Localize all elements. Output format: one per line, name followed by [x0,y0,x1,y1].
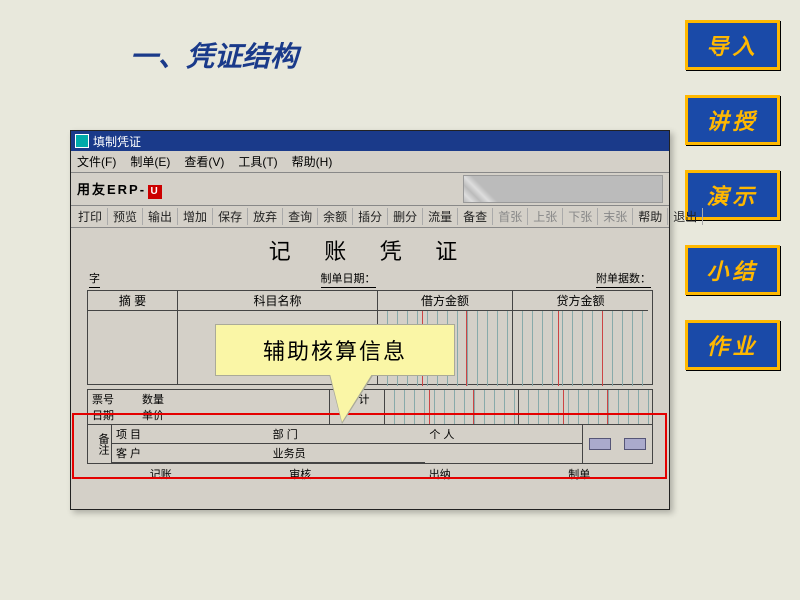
col-subject-header: 科目名称 [178,291,377,311]
sig-post: 记账 [150,466,172,482]
aux-btn2-icon[interactable] [624,438,646,450]
tb-query[interactable]: 查询 [283,208,318,225]
tb-preview[interactable]: 预览 [108,208,143,225]
tb-export[interactable]: 输出 [143,208,178,225]
aux-person-lab: 个 人 [425,425,485,444]
lab-qty: 数量 单价 [138,390,188,424]
aux-grid: 项 目 部 门 个 人 客 户 业务员 [112,425,582,463]
nav-homework-button[interactable]: 作业 [685,320,780,370]
slide-title: 一、凭证结构 [130,35,298,75]
col-summary-body[interactable] [88,311,177,386]
col-summary-header: 摘 要 [88,291,177,311]
nav-teach-button[interactable]: 讲授 [685,95,780,145]
aux-icons [582,425,652,463]
footer-row-aux: 备注 项 目 部 门 个 人 客 户 业务员 [88,425,652,463]
meta-left: 字 [89,270,100,288]
col-credit: 贷方金额 [513,291,648,384]
aux-person-val[interactable] [485,425,582,444]
lab-date-text: 日期 [92,407,134,423]
col-debit-header: 借方金额 [378,291,512,311]
aux-sales-lab: 业务员 [269,444,329,463]
callout-bubble: 辅助核算信息 [215,324,455,376]
tb-flow[interactable]: 流量 [423,208,458,225]
lab-ticket: 票号 日期 [88,390,138,424]
aux-sales-val[interactable] [329,444,426,463]
voucher-heading: 记 账 凭 证 [81,234,659,266]
sig-audit: 审核 [289,466,311,482]
credit-rules [513,311,648,386]
nav-import-button[interactable]: 导入 [685,20,780,70]
tb-help[interactable]: 帮助 [633,208,668,225]
meta-mid: 制单日期： [321,270,376,288]
window-title: 填制凭证 [93,133,141,150]
meta-right: 附单据数： [596,270,651,288]
brand-text: 用友ERP- [77,182,146,197]
aux-cust-lab: 客 户 [112,444,172,463]
tb-last: 末张 [598,208,633,225]
titlebar: 填制凭证 [71,131,669,151]
brand-logo-icon: U [148,185,162,199]
tb-save[interactable]: 保存 [213,208,248,225]
tb-prev: 上张 [528,208,563,225]
brand-row: 用友ERP-U [71,173,669,206]
sig-cashier: 出纳 [429,466,451,482]
tb-exit[interactable]: 退出 [668,208,703,225]
tb-ref[interactable]: 备查 [458,208,493,225]
menu-view[interactable]: 查看(V) [184,153,224,170]
lab-ticket-text: 票号 [92,391,134,407]
callout-tail [330,374,372,422]
tb-first: 首张 [493,208,528,225]
footer-spacer [188,390,329,424]
aux-dept-val[interactable] [329,425,426,444]
voucher-meta: 字 制单日期： 附单据数： [81,270,659,290]
tb-add[interactable]: 增加 [178,208,213,225]
sig-maker: 制单 [568,466,590,482]
menu-file[interactable]: 文件(F) [77,153,116,170]
menu-edit[interactable]: 制单(E) [130,153,170,170]
nav-summary-button[interactable]: 小结 [685,245,780,295]
toolbar: 打印 预览 输出 增加 保存 放弃 查询 余额 插分 删分 流量 备查 首张 上… [71,206,669,228]
menu-help[interactable]: 帮助(H) [292,153,333,170]
tb-balance[interactable]: 余额 [318,208,353,225]
app-icon [75,134,89,148]
aux-dept-lab: 部 门 [269,425,329,444]
decorative-banner [463,175,663,203]
col-credit-body[interactable] [513,311,648,386]
aux-btn1-icon[interactable] [589,438,611,450]
tb-print[interactable]: 打印 [73,208,108,225]
aux-project-val[interactable] [172,425,269,444]
sum-debit-rules [385,390,518,424]
sum-credit-rules [519,390,652,424]
signature-row: 记账 审核 出纳 制单 [91,466,649,482]
brand: 用友ERP-U [77,179,162,199]
lab-qty-text: 数量 [142,391,184,407]
menu-tools[interactable]: 工具(T) [238,153,277,170]
tb-delline[interactable]: 删分 [388,208,423,225]
sum-credit [518,390,652,424]
app-window: 填制凭证 文件(F) 制单(E) 查看(V) 工具(T) 帮助(H) 用友ERP… [70,130,670,510]
lab-price-text: 单价 [142,407,184,423]
tb-insline[interactable]: 插分 [353,208,388,225]
remark-label: 备注 [88,425,112,463]
col-summary: 摘 要 [88,291,178,384]
sum-debit [384,390,518,424]
aux-cust-val[interactable] [172,444,269,463]
aux-project-lab: 项 目 [112,425,172,444]
col-credit-header: 贷方金额 [513,291,648,311]
tb-abandon[interactable]: 放弃 [248,208,283,225]
menubar: 文件(F) 制单(E) 查看(V) 工具(T) 帮助(H) [71,151,669,173]
tb-next: 下张 [563,208,598,225]
